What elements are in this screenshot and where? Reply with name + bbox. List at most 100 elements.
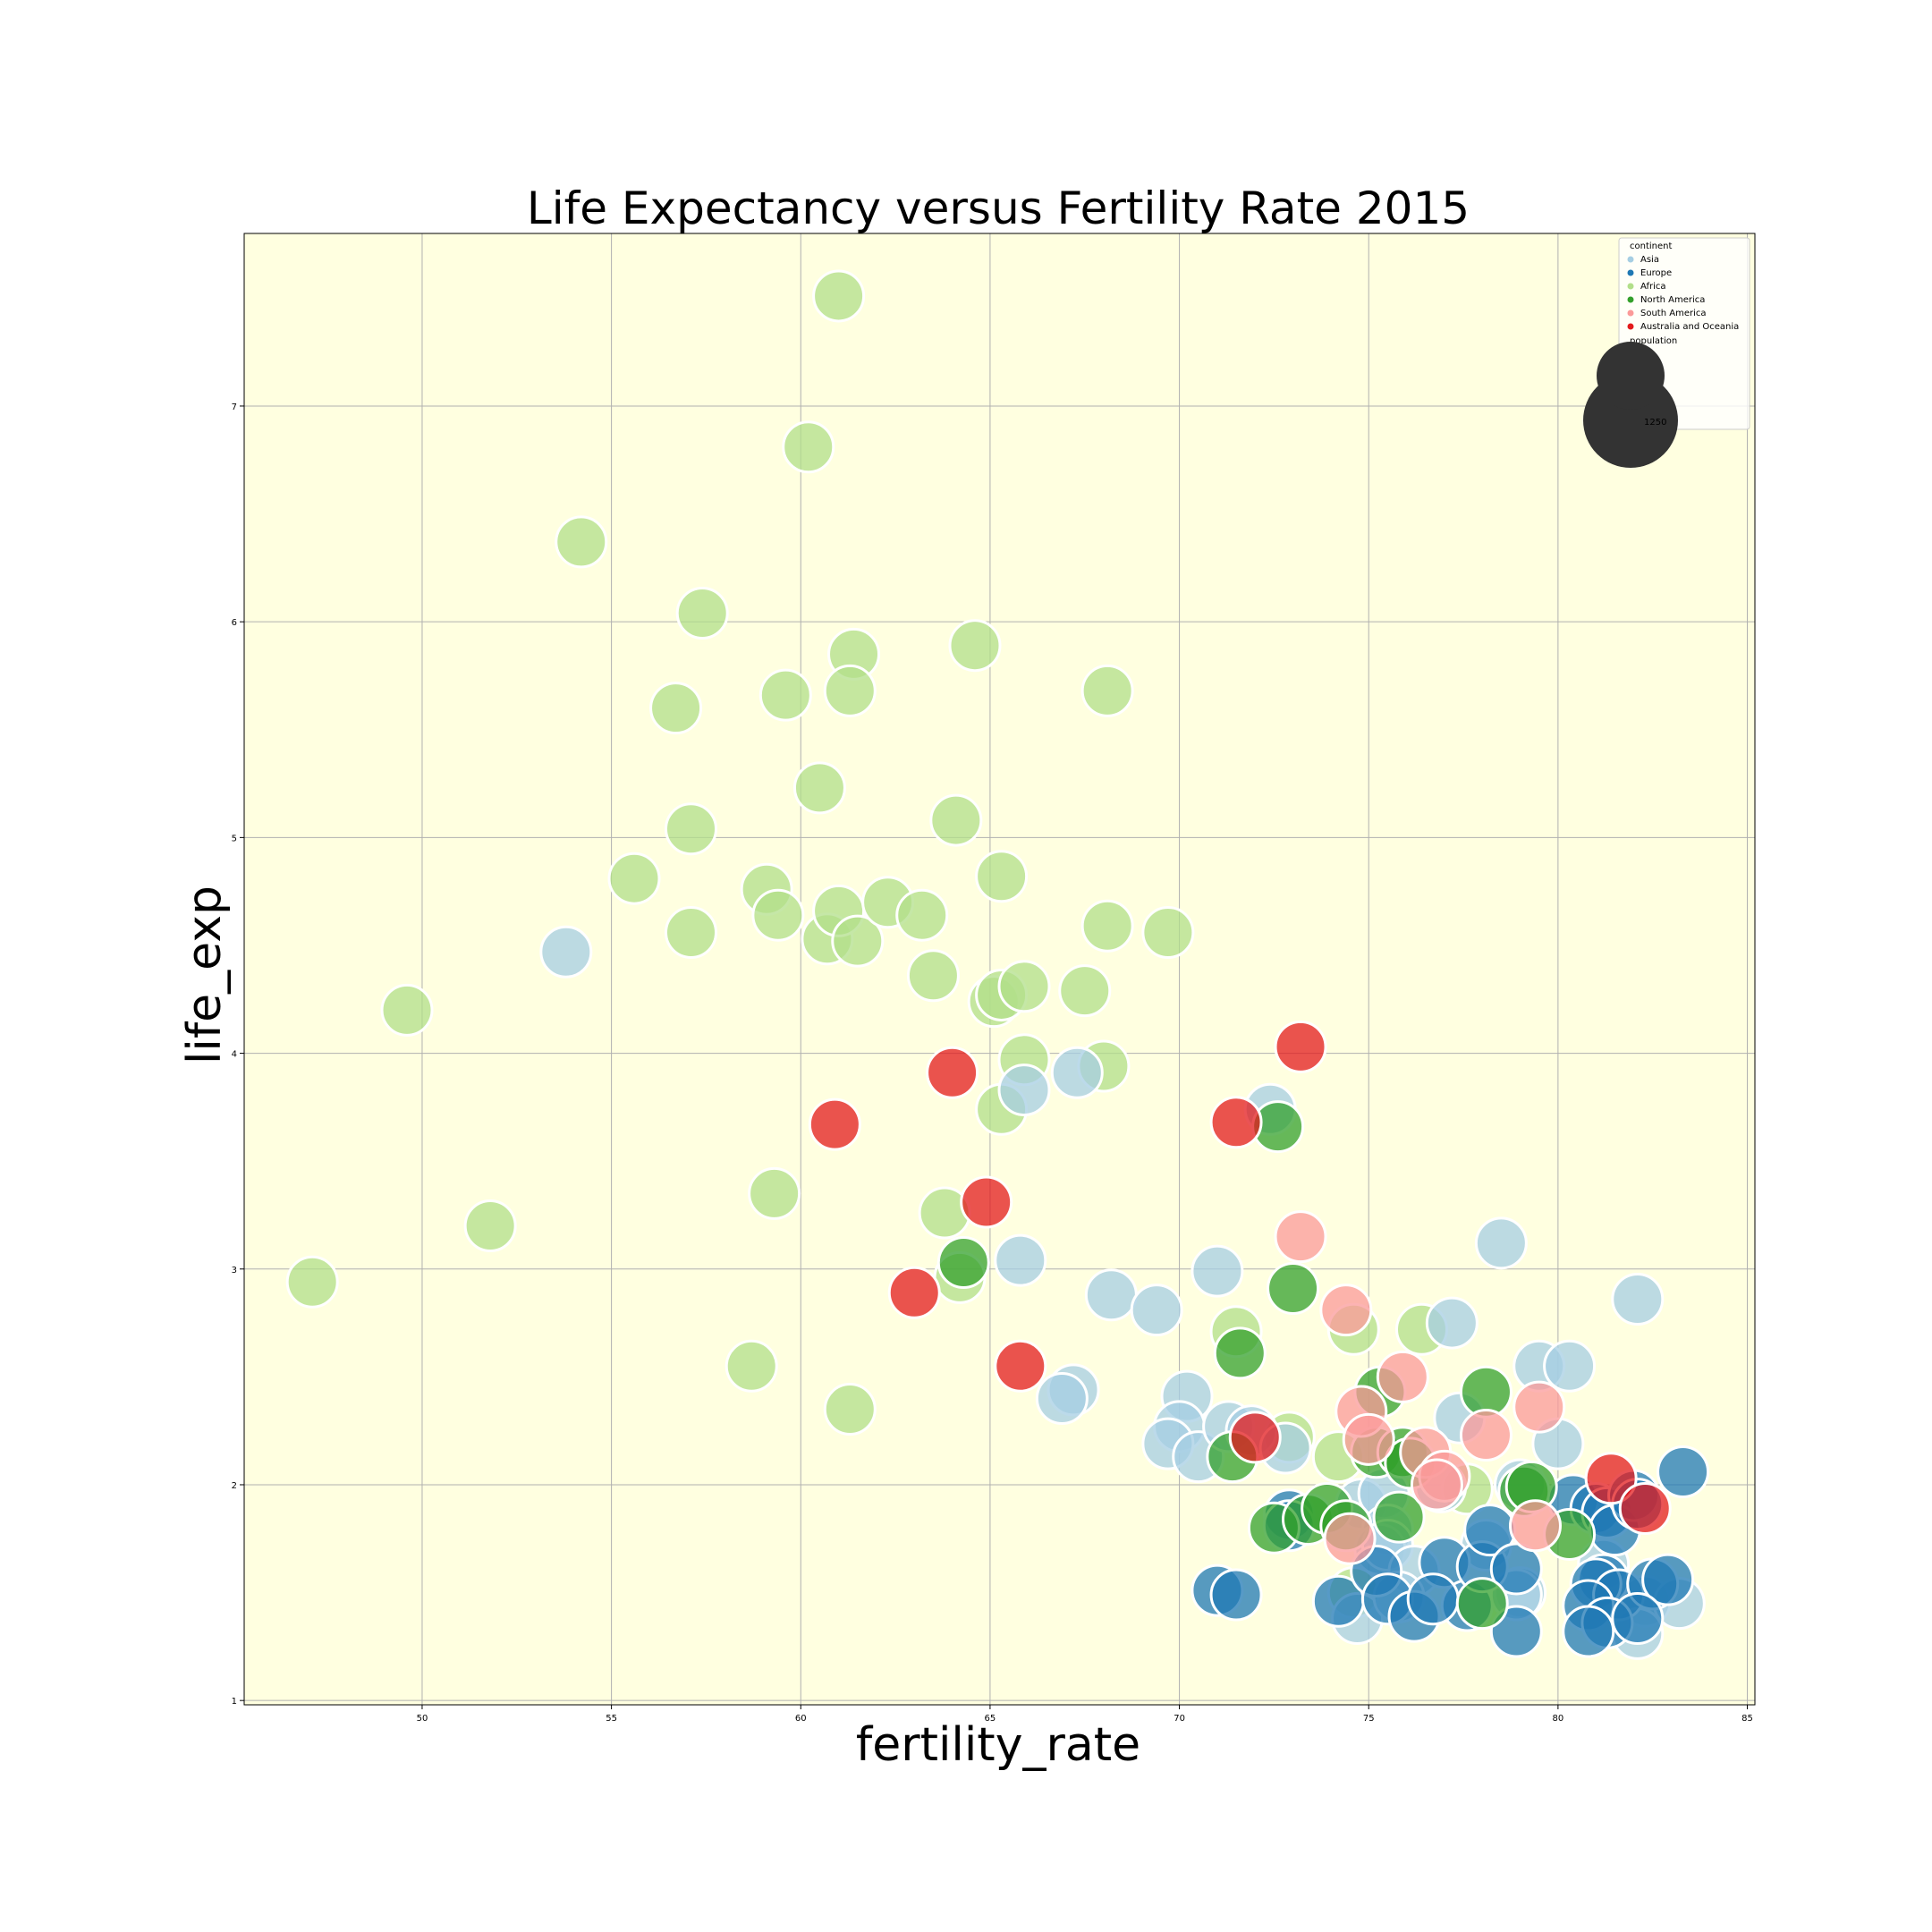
data-point bbox=[751, 888, 805, 942]
data-point bbox=[948, 619, 1002, 673]
data-point bbox=[994, 1339, 1047, 1393]
data-point bbox=[1323, 1512, 1377, 1565]
data-point bbox=[665, 905, 718, 959]
legend-entry: Australia and Oceania bbox=[1640, 322, 1739, 332]
legend-marker bbox=[1627, 309, 1634, 317]
data-point bbox=[997, 1063, 1051, 1117]
x-tick-label: 60 bbox=[795, 1714, 807, 1724]
data-point bbox=[1080, 664, 1134, 717]
data-point bbox=[539, 925, 593, 979]
data-point bbox=[1543, 1339, 1597, 1393]
y-tick-label: 1 bbox=[232, 1697, 237, 1707]
legend-marker bbox=[1627, 283, 1634, 290]
data-point bbox=[1035, 1371, 1089, 1425]
data-point bbox=[1209, 1568, 1263, 1622]
data-points bbox=[285, 269, 1710, 1660]
legend-marker bbox=[1627, 269, 1634, 276]
data-point bbox=[808, 1097, 861, 1151]
data-point bbox=[997, 960, 1051, 1013]
data-point bbox=[792, 761, 846, 815]
x-tick-label: 85 bbox=[1741, 1714, 1753, 1724]
data-point bbox=[665, 802, 718, 856]
x-tick-label: 65 bbox=[985, 1714, 996, 1724]
data-point bbox=[1191, 1244, 1244, 1298]
data-point bbox=[1425, 1296, 1479, 1350]
data-point bbox=[887, 1266, 941, 1319]
data-point bbox=[906, 949, 960, 1003]
legend-marker bbox=[1627, 296, 1634, 303]
data-point bbox=[975, 850, 1029, 903]
axis-ticks: 50 55 60 65 70 75 80 85 1 2 3 4 5 6 7 bbox=[232, 402, 1753, 1724]
legend-entry: Europe bbox=[1640, 268, 1672, 278]
data-point bbox=[1410, 1458, 1463, 1512]
data-point bbox=[1611, 1592, 1665, 1646]
legend-title: continent bbox=[1630, 242, 1672, 251]
data-point bbox=[1513, 1380, 1566, 1434]
data-point bbox=[823, 664, 877, 717]
data-point bbox=[1641, 1553, 1695, 1606]
data-point bbox=[1209, 1096, 1263, 1149]
data-point bbox=[929, 793, 983, 847]
data-point bbox=[1584, 1452, 1638, 1505]
data-point bbox=[1342, 1412, 1395, 1466]
data-point bbox=[555, 515, 608, 569]
chart-title: Life Expectancy versus Fertility Rate 20… bbox=[527, 182, 1470, 234]
data-point bbox=[895, 888, 949, 942]
data-point bbox=[831, 914, 885, 968]
legend-marker bbox=[1627, 256, 1634, 263]
legend-size-marker-top bbox=[1597, 342, 1665, 410]
data-point bbox=[1274, 1020, 1327, 1073]
data-point bbox=[1084, 1268, 1138, 1322]
data-point bbox=[994, 1233, 1047, 1287]
data-point bbox=[1657, 1445, 1710, 1499]
data-point bbox=[1058, 964, 1112, 1018]
data-point bbox=[724, 1339, 778, 1393]
data-point bbox=[1376, 1350, 1429, 1403]
x-tick-label: 55 bbox=[606, 1714, 617, 1724]
data-point bbox=[823, 1383, 877, 1436]
data-point bbox=[1372, 1490, 1426, 1544]
legend-size-value: 1250 bbox=[1644, 418, 1666, 428]
y-tick-label: 6 bbox=[232, 618, 237, 628]
legend-entry: Asia bbox=[1640, 255, 1659, 265]
data-point bbox=[1611, 1273, 1665, 1326]
legend-entry: South America bbox=[1640, 309, 1707, 318]
legend-marker bbox=[1627, 323, 1634, 330]
data-point bbox=[926, 1046, 979, 1099]
data-point bbox=[1489, 1605, 1543, 1658]
data-point bbox=[936, 1236, 990, 1290]
data-point bbox=[782, 420, 835, 474]
data-point bbox=[1141, 905, 1195, 959]
y-tick-label: 5 bbox=[232, 834, 237, 843]
data-point bbox=[607, 852, 661, 905]
data-point bbox=[812, 269, 866, 323]
data-point bbox=[1562, 1605, 1615, 1658]
legend-entry: North America bbox=[1640, 295, 1705, 305]
x-axis-label: fertility_rate bbox=[856, 1718, 1140, 1772]
data-point bbox=[1618, 1482, 1672, 1536]
data-point bbox=[748, 1166, 801, 1220]
data-point bbox=[1319, 1284, 1373, 1337]
data-point bbox=[675, 587, 729, 640]
data-point bbox=[1213, 1326, 1267, 1380]
data-point bbox=[1455, 1577, 1509, 1631]
data-point bbox=[1130, 1284, 1183, 1337]
y-tick-label: 3 bbox=[232, 1266, 237, 1275]
y-tick-label: 2 bbox=[232, 1481, 237, 1491]
y-axis-label: life_exp bbox=[178, 886, 232, 1064]
data-point bbox=[1274, 1210, 1327, 1264]
data-point bbox=[1267, 1261, 1320, 1315]
data-point bbox=[380, 983, 434, 1037]
data-point bbox=[463, 1199, 517, 1253]
data-point bbox=[285, 1255, 339, 1309]
plot-frame bbox=[243, 233, 1756, 1706]
x-tick-label: 50 bbox=[417, 1714, 428, 1724]
data-point bbox=[1050, 1046, 1104, 1099]
data-point bbox=[1474, 1216, 1528, 1270]
data-point bbox=[1459, 1408, 1513, 1462]
y-tick-label: 4 bbox=[232, 1050, 237, 1060]
legend: continent Asia Europe Africa North America S… bbox=[1583, 237, 1750, 468]
data-point bbox=[758, 668, 812, 722]
data-point bbox=[649, 682, 703, 735]
